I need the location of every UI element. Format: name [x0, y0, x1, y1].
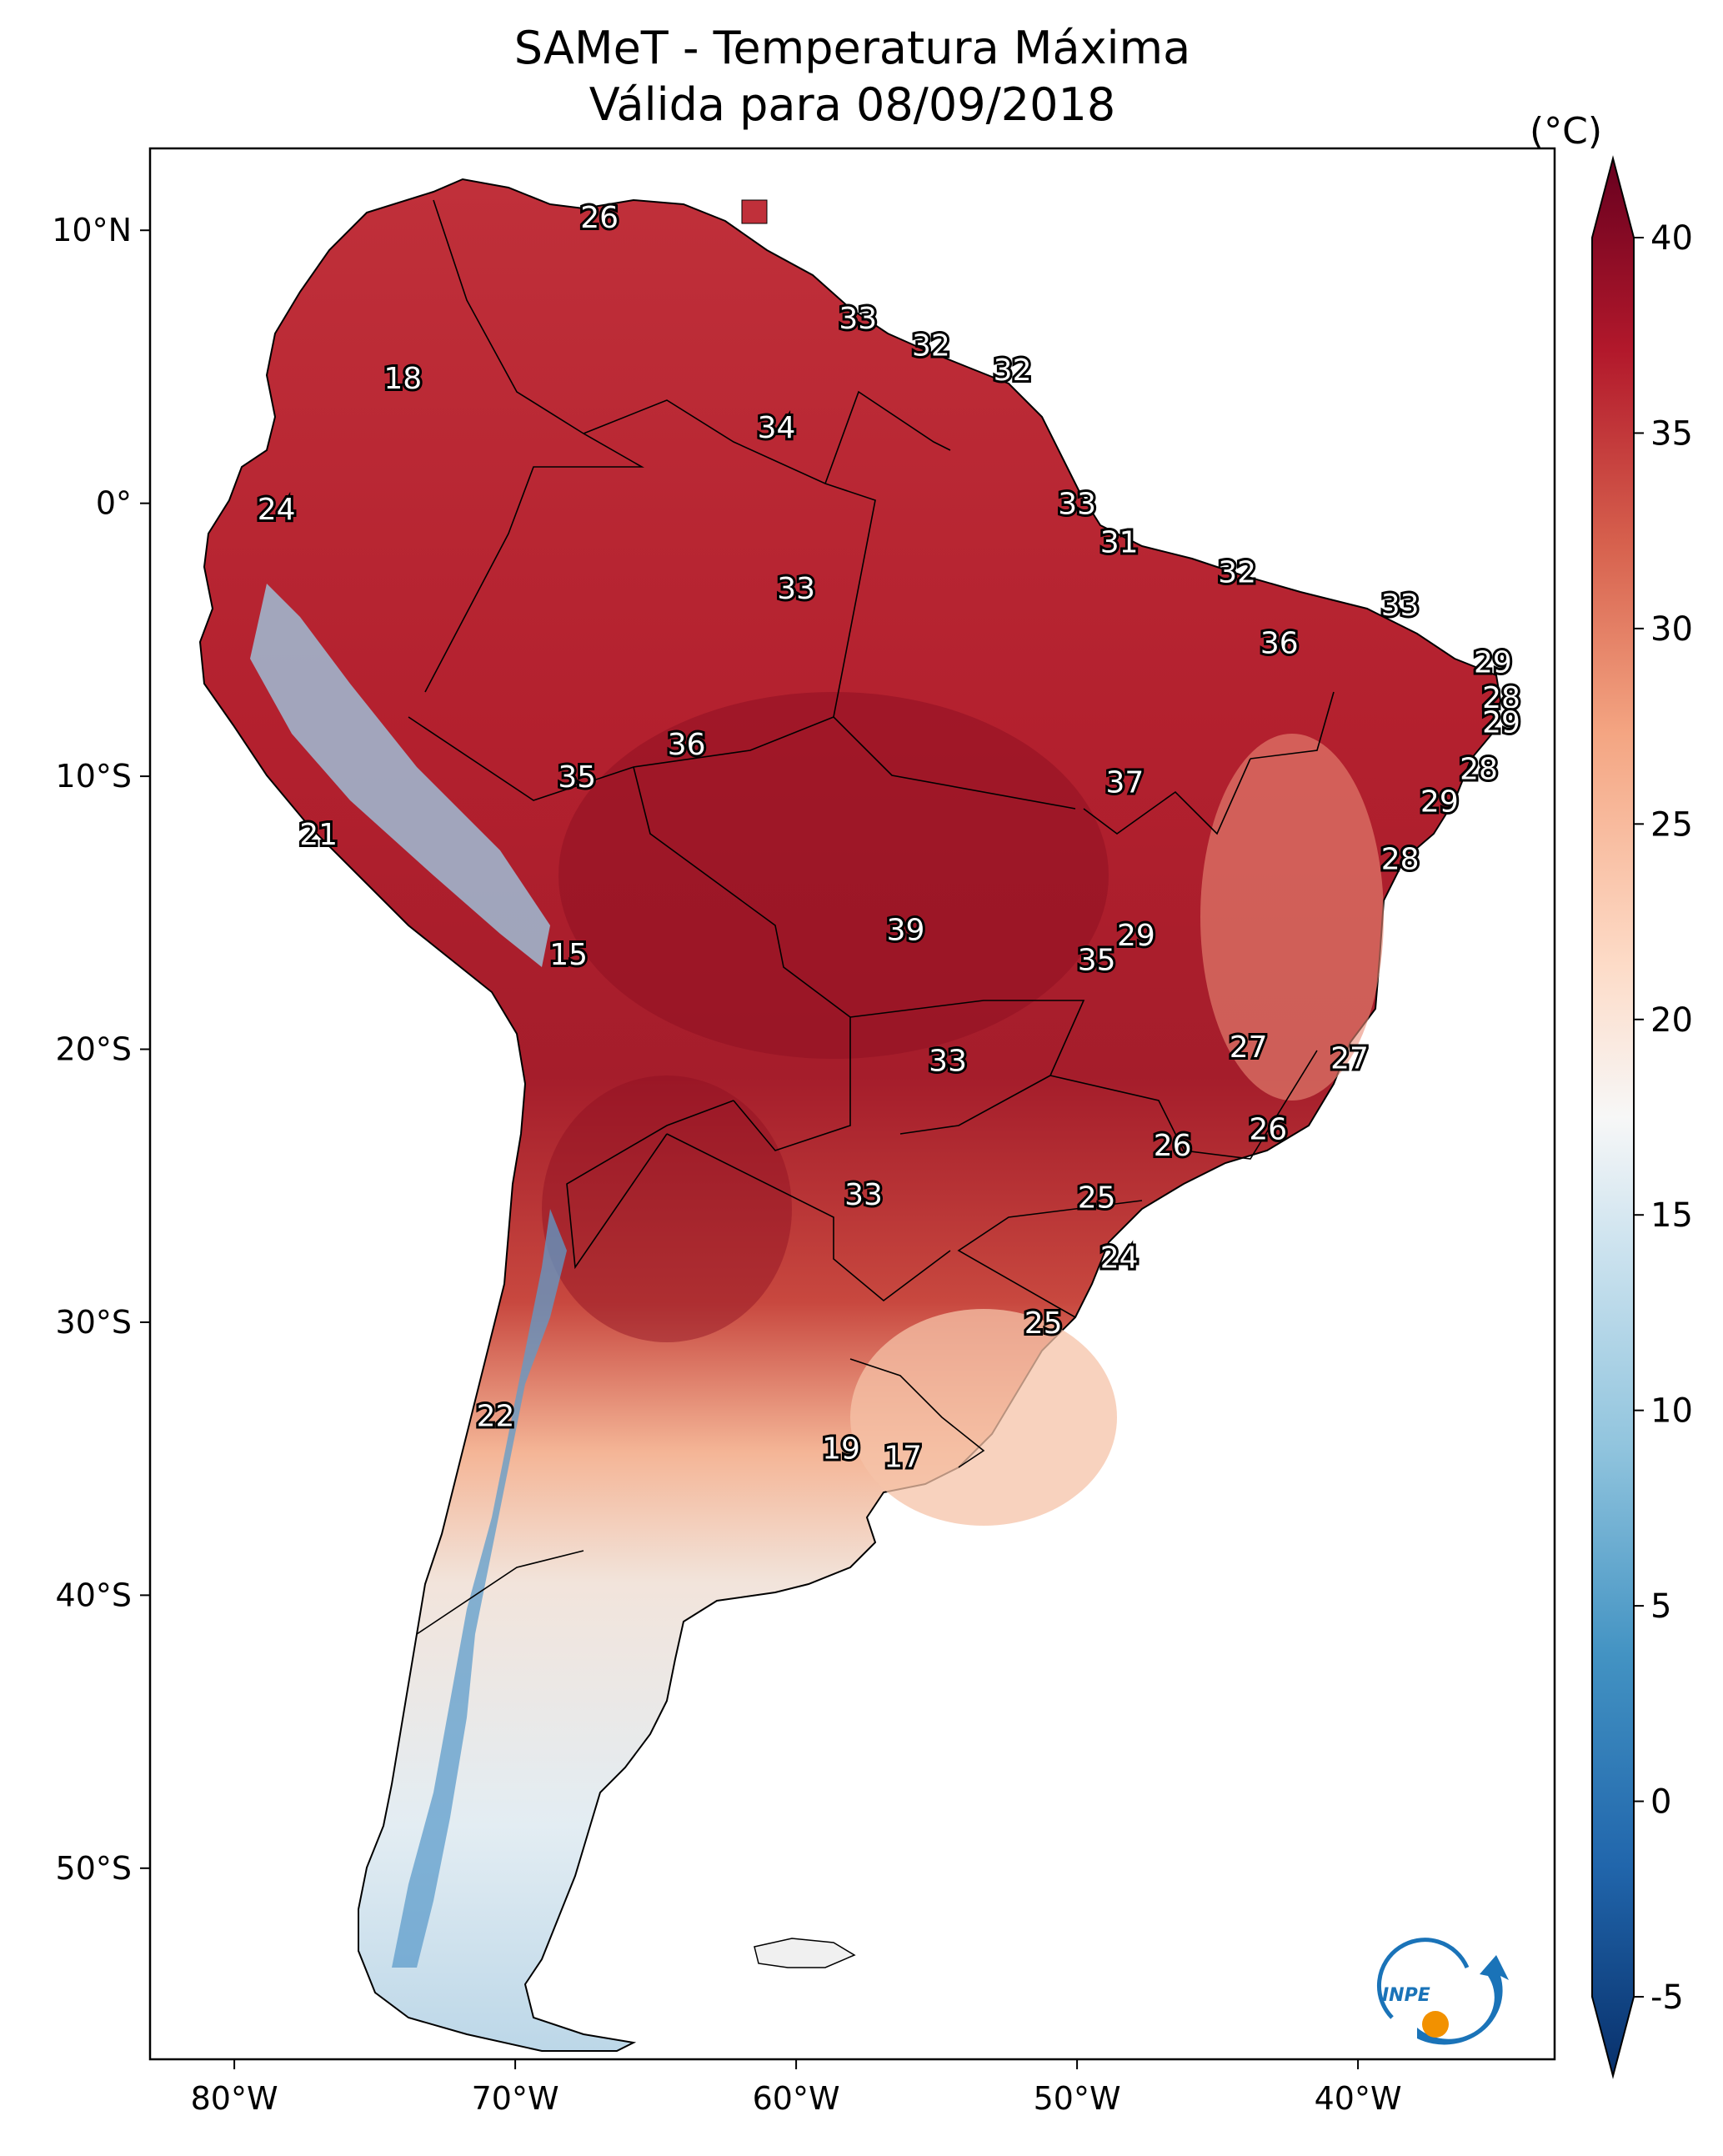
logo-swoosh-icon [1417, 1955, 1509, 2045]
station-temperature-label: 28 [1381, 842, 1420, 876]
map-title: SAMeT - Temperatura Máxima [513, 22, 1191, 74]
south-brazil-band [850, 1309, 1117, 1526]
hot-core [558, 692, 1109, 1059]
lat-tick-label: 0° [96, 485, 132, 522]
station-temperature-label: 26 [1249, 1112, 1287, 1146]
east-brazil-band [1200, 734, 1384, 1101]
colorbar-tick-label: 0 [1650, 1783, 1671, 1822]
lat-tick-label: 20°S [56, 1031, 132, 1068]
station-temperature-label: 29 [1420, 785, 1459, 820]
country-borders [408, 199, 1335, 1635]
colorbar-tick-label: 25 [1650, 805, 1693, 844]
colorbar-tick-label: -5 [1650, 1978, 1684, 2017]
andes-cold-strip [250, 584, 550, 967]
colorbar-tick-label: 10 [1650, 1392, 1693, 1431]
station-temperature-label: 33 [1058, 488, 1096, 522]
longitude-ticks: 80°W 70°W 60°W 50°W 40°W [191, 2059, 1402, 2117]
colorbar-tick-label: 20 [1650, 1001, 1693, 1040]
colorbar-tick-label: 40 [1650, 219, 1693, 258]
station-temperature-label: 36 [668, 728, 706, 762]
station-temperature-label: 28 [1482, 681, 1520, 715]
logo-text: INPE [1382, 1985, 1430, 2006]
station-temperature-label: 33 [844, 1178, 883, 1212]
colorbar-ticks: -5 0 5 10 15 20 25 30 35 40 [1634, 219, 1693, 2017]
station-temperature-label: 33 [1381, 589, 1420, 623]
lat-tick-label: 10°S [56, 758, 132, 795]
station-temperature-label: 19 [822, 1432, 860, 1467]
colorbar-unit: (°C) [1530, 110, 1603, 153]
station-temperature-label: 18 [383, 362, 422, 396]
colorbar-tick-label: 30 [1650, 610, 1693, 649]
colorbar-tick-label: 5 [1650, 1587, 1671, 1626]
station-temperature-label: 32 [912, 329, 950, 364]
colorbar: -5 0 5 10 15 20 25 30 35 40 [1591, 155, 1693, 2079]
station-temperature-label: 25 [1078, 1181, 1116, 1215]
station-temperature-label: 21 [299, 818, 338, 852]
station-temperature-label: 15 [549, 938, 588, 972]
latitude-ticks: 10°N 0° 10°S 20°S 30°S 40°S 50°S [52, 212, 150, 1887]
lat-tick-label: 50°S [56, 1850, 132, 1887]
lon-tick-label: 60°W [753, 2080, 840, 2117]
map-subtitle: Válida para 08/09/2018 [589, 78, 1116, 131]
lon-tick-label: 80°W [191, 2080, 278, 2117]
station-temperature-label: 22 [477, 1399, 515, 1433]
station-temperature-label: 33 [929, 1045, 967, 1079]
falkland-islands [754, 1938, 856, 1968]
logo-arc-icon [1376, 1938, 1470, 2019]
hot-core-chaco [542, 1075, 792, 1342]
lon-tick-label: 70°W [472, 2080, 559, 2117]
lon-tick-label: 50°W [1034, 2080, 1121, 2117]
station-temperature-label: 31 [1100, 525, 1139, 559]
station-temperature-label: 35 [558, 760, 596, 795]
lon-tick-label: 40°W [1315, 2080, 1402, 2117]
station-temperature-label: 25 [1024, 1306, 1063, 1341]
station-temperature-label: 34 [758, 411, 796, 445]
station-temperature-label: 27 [1230, 1030, 1268, 1065]
logo-orange-dot-icon [1422, 2011, 1449, 2038]
station-temperature-label: 24 [258, 493, 296, 527]
station-temperature-label: 32 [994, 353, 1032, 388]
inpe-logo: INPE [1376, 1938, 1509, 2045]
station-temperature-label: 27 [1330, 1041, 1369, 1075]
station-temperature-label: 26 [580, 201, 619, 235]
station-temperature-label: 33 [777, 572, 815, 606]
station-temperature-label: 37 [1105, 766, 1144, 800]
lat-tick-label: 10°N [52, 212, 132, 248]
station-temperature-label: 36 [1260, 627, 1299, 661]
station-temperature-label: 39 [887, 913, 925, 947]
station-temperature-label: 33 [839, 302, 877, 336]
chile-cold-strip [392, 1209, 567, 1968]
colorbar-ramp [1591, 155, 1635, 2079]
station-temperature-label: 29 [1117, 919, 1155, 953]
station-temperature-label: 17 [884, 1440, 922, 1474]
lat-tick-label: 30°S [56, 1304, 132, 1341]
station-temperature-label: 29 [1482, 706, 1520, 740]
station-temperature-label: 28 [1460, 752, 1498, 786]
station-temperature-label: 35 [1078, 943, 1116, 977]
station-temperature-label: 24 [1100, 1241, 1139, 1275]
station-temperature-label: 26 [1154, 1129, 1192, 1163]
station-temperature-label: 32 [1218, 556, 1256, 590]
colorbar-tick-label: 35 [1650, 414, 1693, 453]
trinidad-island [741, 199, 768, 224]
colorbar-tick-label: 15 [1650, 1196, 1693, 1235]
station-temperature-label: 29 [1474, 646, 1512, 680]
lat-tick-label: 40°S [56, 1577, 132, 1613]
plot-frame [148, 147, 1556, 2061]
